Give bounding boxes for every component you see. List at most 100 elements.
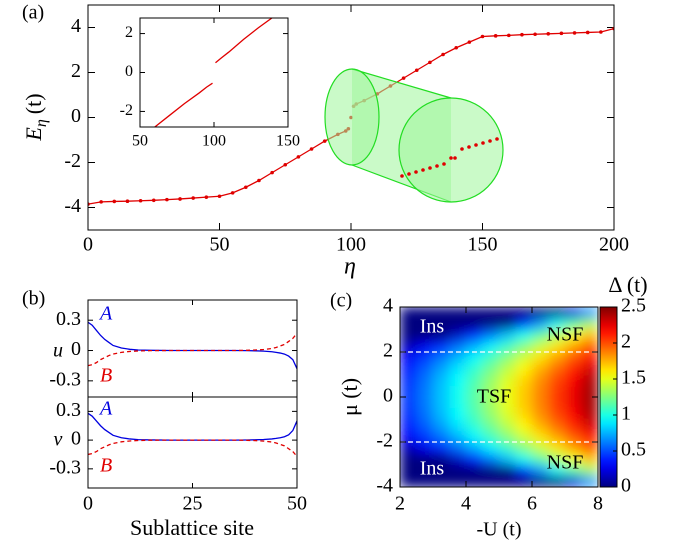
heatmap-cell (400, 340, 417, 353)
heatmap-cell (515, 430, 533, 443)
zoom-cylinder (324, 68, 504, 203)
heatmap-cell (400, 442, 417, 454)
series-line (88, 332, 297, 367)
heatmap-cell (499, 340, 516, 353)
heatmap-cell (515, 307, 533, 319)
heatmap-area (400, 307, 598, 487)
y-tick-label: -4 (64, 195, 81, 217)
heatmap-cell (532, 408, 549, 420)
y-tick-label: 0 (71, 105, 81, 127)
x-tick-label: 6 (527, 493, 537, 515)
heatmap-cell (548, 374, 566, 387)
heatmap-cell (565, 442, 582, 454)
heatmap-cell (581, 475, 598, 487)
series-line (88, 128, 349, 205)
heatmap-cell (581, 352, 598, 364)
x-tick-label: 150 (468, 234, 498, 256)
heatmap-cell (565, 329, 582, 342)
heatmap-cell (416, 442, 434, 454)
heatmap-cell (466, 464, 483, 477)
data-point (493, 34, 498, 38)
series-label: A (98, 398, 113, 420)
heatmap-cell (499, 442, 516, 454)
heatmap-cell (466, 340, 483, 353)
heatmap-cell (466, 363, 483, 375)
data-point (191, 196, 195, 200)
heatmap-cell (433, 408, 450, 420)
data-point (480, 34, 485, 39)
data-point (454, 45, 459, 50)
heatmap-cell (565, 363, 582, 375)
data-point (467, 40, 472, 44)
heatmap-cell (548, 430, 566, 443)
y-tick-label: 4 (71, 15, 81, 37)
heatmap-cell (449, 329, 467, 342)
y-tick-label: 4 (383, 295, 393, 317)
x-tick-label: 100 (336, 234, 366, 256)
heatmap-cell (532, 318, 549, 330)
heatmap-cell (532, 430, 549, 443)
x-tick-label: 2 (395, 493, 405, 515)
heatmap-cell (482, 464, 500, 477)
heatmap-cell (400, 352, 417, 364)
heatmap-cell (449, 453, 467, 465)
heatmap-cell (532, 475, 549, 487)
y-tick-label: -4 (376, 475, 393, 497)
x-axis-label: η (344, 254, 356, 280)
heatmap-cell (532, 453, 549, 465)
heatmap-cell (416, 475, 434, 487)
heatmap-cell (581, 385, 598, 398)
x-tick-label: 50 (287, 493, 307, 515)
heatmap-cell (466, 408, 483, 420)
y-tick-label: -2 (376, 430, 393, 452)
colorbar-tick-label: 2 (621, 331, 631, 353)
heatmap-cell (565, 475, 582, 487)
heatmap-cell (581, 397, 598, 409)
heatmap-cell (400, 363, 417, 375)
heatmap-cell (581, 464, 598, 477)
heatmap-cell (581, 408, 598, 420)
heatmap-cell (416, 374, 434, 387)
heatmap-cell (581, 329, 598, 342)
heatmap-cell (482, 329, 500, 342)
heatmap-cell (565, 385, 582, 398)
data-point (283, 162, 288, 167)
cylinder-end (324, 68, 380, 166)
heatmap-cell (581, 340, 598, 353)
heatmap-cell (400, 408, 417, 420)
heatmap-cell (449, 374, 467, 387)
heatmap-cell (515, 385, 533, 398)
heatmap-cell (466, 453, 483, 465)
series-label: B (100, 365, 112, 387)
y-axis-label-unit: (t) (21, 93, 46, 114)
heatmap-cell (466, 318, 483, 330)
heatmap-cell (565, 453, 582, 465)
heatmap-cell (499, 352, 516, 364)
inset-background (140, 18, 288, 127)
data-point (441, 52, 445, 57)
heatmap-cell (515, 453, 533, 465)
y-tick-label: -0.3 (49, 368, 81, 390)
data-point (585, 30, 590, 35)
series-line (88, 321, 297, 369)
plot-area (154, 18, 273, 127)
heatmap-cell (581, 442, 598, 454)
colorbar-tick-label: 1 (621, 403, 631, 425)
x-axis-label: Sublattice site (130, 515, 254, 540)
heatmap-cell (433, 340, 450, 353)
heatmap-cell (565, 307, 582, 319)
heatmap-cell (499, 363, 516, 375)
heatmap-cell (433, 442, 450, 454)
series-line (154, 82, 213, 127)
heatmap-cell (548, 408, 566, 420)
heatmap-cell (482, 385, 500, 398)
heatmap-cell (548, 352, 566, 364)
series-line (88, 439, 297, 457)
heatmap-cell (449, 408, 467, 420)
data-point (572, 31, 577, 35)
heatmap-cell (581, 419, 598, 432)
heatmap-cell (416, 363, 434, 375)
heatmap-cell (515, 397, 533, 409)
heatmap-cell (548, 397, 566, 409)
heatmap-cell (515, 408, 533, 420)
